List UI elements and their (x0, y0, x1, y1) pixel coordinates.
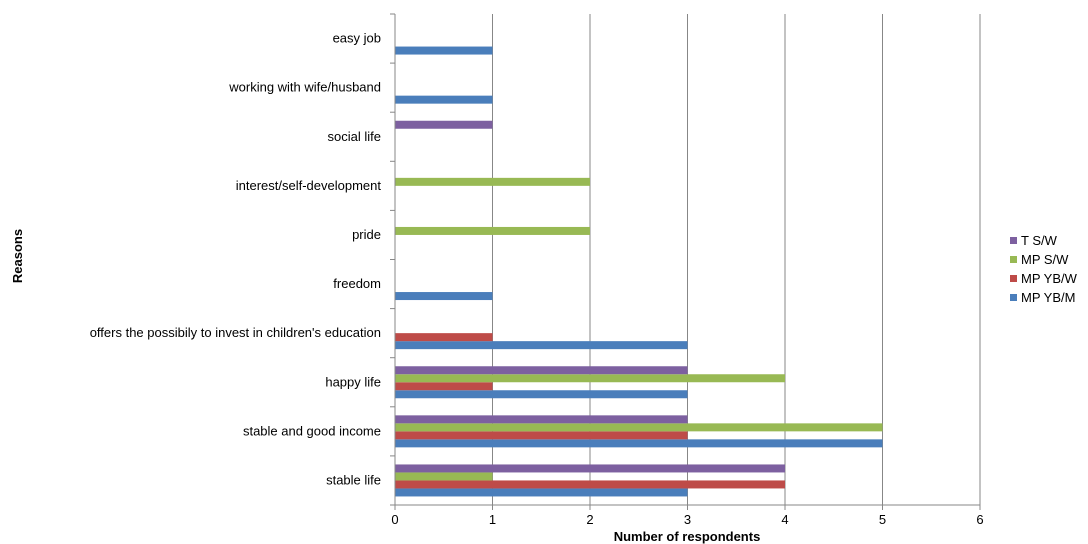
legend-swatch (1010, 237, 1017, 244)
x-tick-label: 4 (781, 512, 788, 527)
y-category-label: social life (328, 129, 381, 144)
bar (395, 177, 590, 186)
bar (395, 382, 493, 391)
bar (395, 120, 493, 129)
x-tick-label: 1 (489, 512, 496, 527)
legend-entry-label: T S/W (1021, 233, 1058, 248)
y-category-label: working with wife/husband (228, 80, 381, 95)
bar (395, 46, 493, 55)
axes: 0 1 2 3 4 5 6 stable life stable and good income… (90, 13, 984, 527)
bar (395, 374, 785, 383)
bar (395, 390, 688, 399)
bar (395, 480, 785, 489)
legend-entry-label: MP YB/M (1021, 290, 1075, 305)
bar (395, 333, 493, 342)
y-category-label: offers the possibily to invest in childr… (90, 325, 381, 340)
y-category-label: interest/self-development (236, 178, 382, 193)
legend-swatch (1010, 294, 1017, 301)
y-axis-title: Reasons (10, 229, 25, 283)
bar (395, 95, 493, 104)
bar (395, 431, 688, 440)
bar (395, 423, 883, 432)
y-category-label: stable and good income (243, 423, 381, 438)
legend: T S/W MP S/W MP YB/W MP YB/M (1010, 233, 1078, 305)
bar (395, 341, 688, 350)
x-tick-label: 2 (586, 512, 593, 527)
x-tick-label: 6 (976, 512, 983, 527)
x-tick-label: 3 (684, 512, 691, 527)
bars (395, 46, 883, 497)
x-axis-title: Number of respondents (614, 529, 761, 544)
legend-swatch (1010, 275, 1017, 282)
legend-entry-label: MP S/W (1021, 252, 1069, 267)
bar (395, 292, 493, 301)
y-category-label: pride (352, 227, 381, 242)
bar (395, 464, 785, 473)
x-tick-label: 0 (391, 512, 398, 527)
bar (395, 366, 688, 375)
bar (395, 472, 493, 481)
bar (395, 439, 883, 448)
bar (395, 488, 688, 497)
legend-swatch (1010, 256, 1017, 263)
legend-entry-label: MP YB/W (1021, 271, 1078, 286)
bar (395, 415, 688, 424)
bar (395, 226, 590, 235)
y-category-label: freedom (333, 276, 381, 291)
y-category-label: easy job (333, 31, 381, 46)
y-category-label: happy life (325, 374, 381, 389)
x-tick-label: 5 (879, 512, 886, 527)
y-category-label: stable life (326, 472, 381, 487)
